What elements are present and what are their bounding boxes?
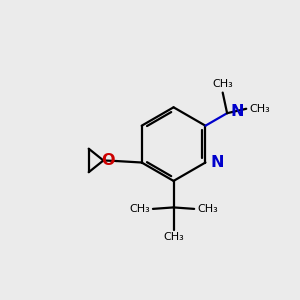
Text: CH₃: CH₃ [129,204,150,214]
Text: O: O [102,153,115,168]
Text: CH₃: CH₃ [197,204,218,214]
Text: N: N [211,155,224,170]
Text: N: N [231,104,244,119]
Text: CH₃: CH₃ [212,79,233,89]
Text: CH₃: CH₃ [163,232,184,242]
Text: CH₃: CH₃ [250,104,271,114]
